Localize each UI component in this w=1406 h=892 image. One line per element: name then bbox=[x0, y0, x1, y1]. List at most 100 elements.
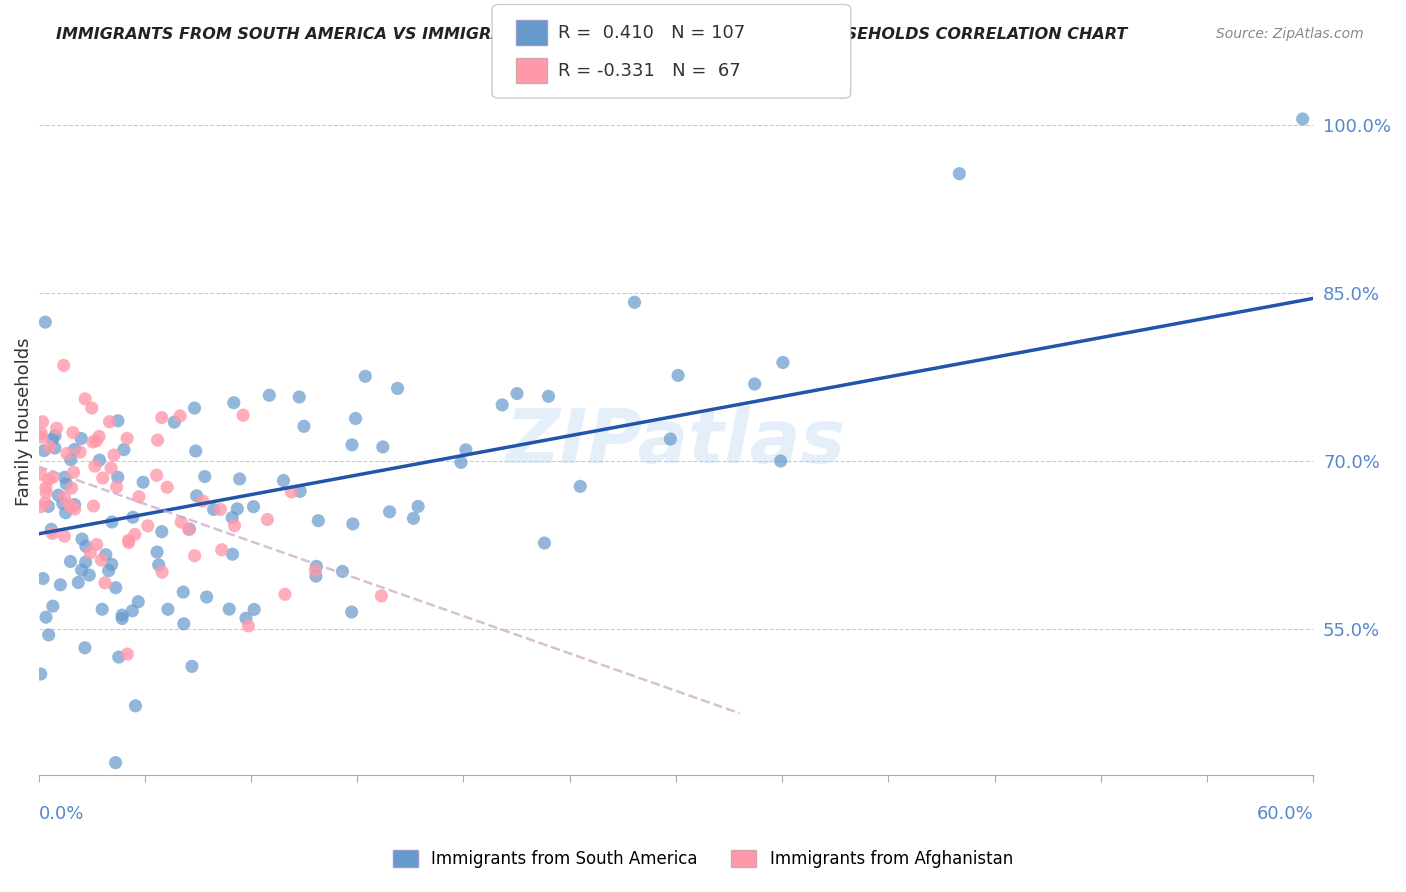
Point bbox=[87, 429, 110, 443]
Point bbox=[46, 488, 69, 502]
Point bbox=[1291, 112, 1313, 126]
Point bbox=[117, 647, 139, 661]
Point bbox=[58, 498, 80, 512]
Point bbox=[156, 602, 179, 616]
Point bbox=[75, 392, 97, 406]
Point bbox=[35, 481, 58, 495]
Point bbox=[378, 505, 401, 519]
Point bbox=[170, 515, 193, 529]
Point bbox=[30, 426, 52, 441]
Point bbox=[342, 516, 364, 531]
Point bbox=[226, 501, 249, 516]
Point bbox=[52, 359, 75, 373]
Point bbox=[150, 524, 173, 539]
Point bbox=[169, 409, 191, 423]
Point bbox=[30, 500, 52, 514]
Point bbox=[44, 441, 66, 455]
Point bbox=[148, 558, 170, 572]
Point bbox=[744, 376, 766, 391]
Point bbox=[228, 472, 250, 486]
Point bbox=[506, 386, 529, 401]
Point bbox=[218, 602, 240, 616]
Point bbox=[41, 433, 63, 447]
Point bbox=[118, 535, 141, 549]
Point bbox=[38, 440, 60, 454]
Point bbox=[173, 616, 195, 631]
Legend: Immigrants from South America, Immigrants from Afghanistan: Immigrants from South America, Immigrant… bbox=[387, 843, 1019, 875]
Y-axis label: Family Households: Family Households bbox=[15, 337, 32, 506]
Point bbox=[38, 472, 60, 486]
Point bbox=[948, 167, 970, 181]
Point bbox=[211, 542, 233, 557]
Point bbox=[274, 587, 297, 601]
Point bbox=[70, 432, 93, 446]
Point bbox=[90, 553, 112, 567]
Point bbox=[111, 608, 134, 623]
Point bbox=[86, 537, 108, 551]
Point bbox=[37, 500, 59, 514]
Point bbox=[63, 502, 86, 516]
Point bbox=[136, 519, 159, 533]
Point bbox=[103, 448, 125, 462]
Point bbox=[115, 431, 138, 445]
Point bbox=[91, 471, 114, 485]
Point bbox=[238, 619, 260, 633]
Point bbox=[235, 611, 257, 625]
Point bbox=[100, 558, 122, 572]
Point bbox=[101, 515, 124, 529]
Point bbox=[259, 388, 281, 402]
Point bbox=[38, 628, 60, 642]
Text: ZIPatlas: ZIPatlas bbox=[506, 407, 846, 479]
Point bbox=[62, 425, 84, 440]
Point bbox=[332, 565, 354, 579]
Point bbox=[150, 565, 173, 579]
Point bbox=[450, 455, 472, 469]
Point bbox=[89, 453, 111, 467]
Point bbox=[221, 510, 243, 524]
Point bbox=[67, 575, 90, 590]
Point bbox=[59, 554, 82, 568]
Point bbox=[94, 575, 117, 590]
Point bbox=[44, 428, 66, 442]
Point bbox=[191, 494, 214, 508]
Point bbox=[177, 523, 200, 537]
Point bbox=[194, 469, 217, 483]
Point bbox=[146, 545, 169, 559]
Point bbox=[98, 415, 121, 429]
Point bbox=[402, 511, 425, 525]
Point bbox=[91, 602, 114, 616]
Point bbox=[183, 401, 205, 415]
Point bbox=[77, 568, 100, 582]
Point bbox=[305, 559, 328, 574]
Text: IMMIGRANTS FROM SOUTH AMERICA VS IMMIGRANTS FROM AFGHANISTAN FAMILY HOUSEHOLDS C: IMMIGRANTS FROM SOUTH AMERICA VS IMMIGRA… bbox=[56, 27, 1128, 42]
Point bbox=[387, 381, 409, 395]
Point bbox=[73, 640, 96, 655]
Point bbox=[124, 527, 146, 541]
Point bbox=[105, 480, 128, 494]
Point bbox=[80, 401, 103, 415]
Point bbox=[97, 564, 120, 578]
Point bbox=[623, 295, 645, 310]
Point bbox=[41, 526, 63, 541]
Point bbox=[222, 395, 245, 409]
Point bbox=[104, 756, 127, 770]
Point bbox=[370, 589, 392, 603]
Point bbox=[45, 421, 67, 435]
Point bbox=[533, 536, 555, 550]
Point bbox=[30, 430, 52, 444]
Point bbox=[94, 548, 117, 562]
Point bbox=[340, 438, 363, 452]
Point bbox=[128, 490, 150, 504]
Point bbox=[100, 461, 122, 475]
Point bbox=[292, 419, 315, 434]
Point bbox=[32, 443, 55, 458]
Point bbox=[491, 398, 513, 412]
Point bbox=[42, 599, 65, 614]
Point bbox=[39, 522, 62, 536]
Point bbox=[34, 496, 56, 510]
Point bbox=[63, 442, 86, 457]
Point bbox=[145, 468, 167, 483]
Point bbox=[35, 485, 58, 500]
Point bbox=[121, 510, 143, 524]
Point bbox=[52, 497, 75, 511]
